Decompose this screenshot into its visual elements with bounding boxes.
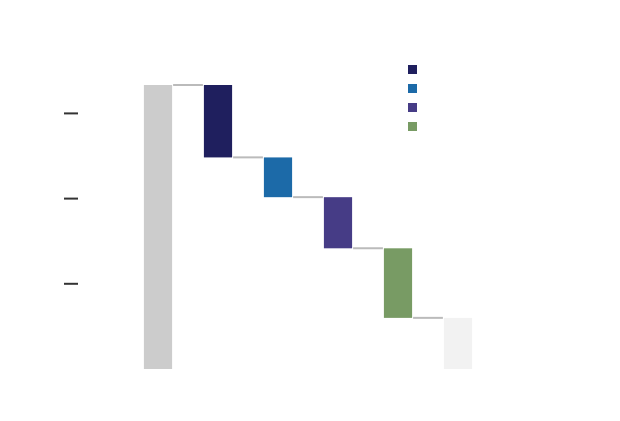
legend-swatch-2 <box>408 103 417 112</box>
bars <box>143 85 473 369</box>
y-axis-ticks <box>64 112 78 285</box>
connector-lines <box>173 84 443 319</box>
legend-swatch-0 <box>408 65 417 74</box>
bar-4 <box>383 248 413 318</box>
bar-0 <box>143 85 173 369</box>
legend-swatch-1 <box>408 84 417 93</box>
bar-1 <box>203 85 233 158</box>
bar-2 <box>263 157 293 198</box>
legend-swatch-3 <box>408 122 417 131</box>
bar-5 <box>443 317 473 369</box>
bar-3 <box>323 197 353 249</box>
legend <box>408 65 417 131</box>
